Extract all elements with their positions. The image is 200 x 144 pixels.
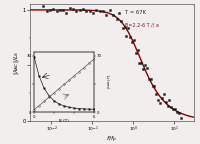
- X-axis label: $f/f_p$: $f/f_p$: [106, 135, 118, 144]
- Text: B=2.2-6 T // a: B=2.2-6 T // a: [125, 23, 159, 28]
- Text: T = 67K: T = 67K: [125, 10, 146, 15]
- Y-axis label: $L_s$ (nm): $L_s$ (nm): [103, 74, 110, 90]
- X-axis label: B (T): B (T): [59, 119, 69, 123]
- Y-axis label: $|\lambda_{AC}|/L_S$: $|\lambda_{AC}|/L_S$: [12, 50, 21, 75]
